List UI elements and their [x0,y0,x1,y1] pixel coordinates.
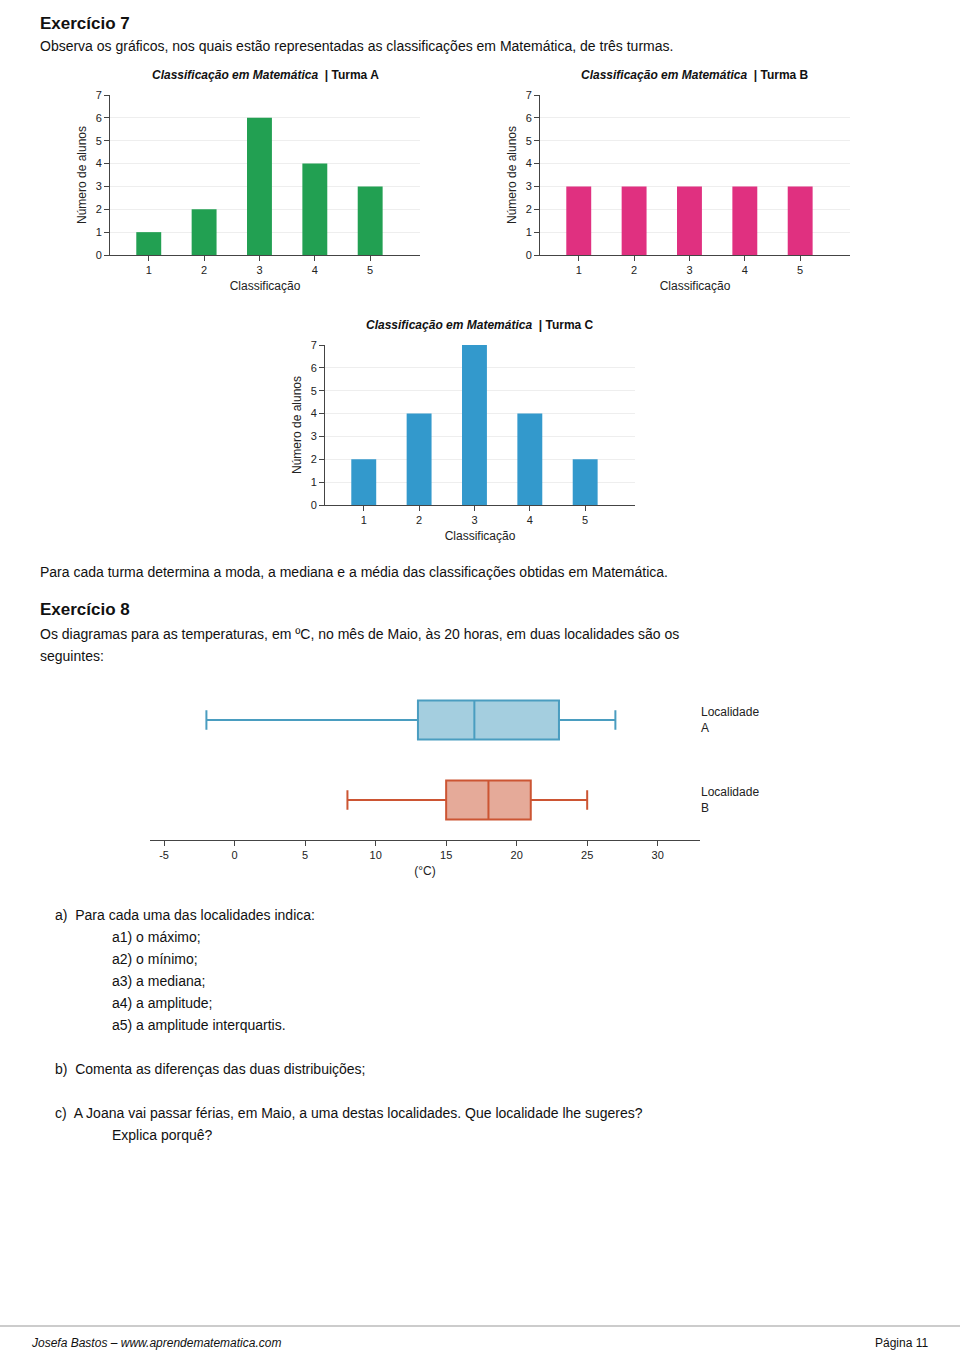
svg-text:5: 5 [96,135,102,147]
svg-text:30: 30 [652,849,664,861]
svg-text:Classificação: Classificação [445,529,516,543]
svg-text:6: 6 [96,112,102,124]
svg-text:a4) a amplitude;: a4) a amplitude; [112,995,212,1011]
svg-text:b) Comenta as diferenças das: b) Comenta as diferenças das duas distri… [55,1061,366,1077]
svg-text:4: 4 [312,264,318,276]
svg-text:LocalidadeA: LocalidadeA [701,705,759,735]
svg-text:3: 3 [96,180,102,192]
svg-text:a2) o mínimo;: a2) o mínimo; [112,951,198,967]
svg-text:5: 5 [302,849,308,861]
svg-text:a1) o máximo;: a1) o máximo; [112,929,201,945]
svg-text:0: 0 [96,249,102,261]
svg-text:a) Para cada uma das localida: a) Para cada uma das localidades indica: [55,907,315,923]
svg-text:0: 0 [311,499,317,511]
svg-text:1: 1 [311,476,317,488]
svg-text:Número de alunos: Número de alunos [290,376,304,474]
svg-text:2: 2 [631,264,637,276]
svg-text:Exercício 7: Exercício 7 [40,14,130,33]
svg-text:6: 6 [526,112,532,124]
svg-text:7: 7 [311,339,317,351]
svg-text:1: 1 [96,226,102,238]
svg-text:7: 7 [96,89,102,101]
svg-text:7: 7 [526,89,532,101]
svg-text:Página 11: Página 11 [875,1336,928,1350]
svg-text:20: 20 [511,849,523,861]
svg-text:0: 0 [232,849,238,861]
svg-text:5: 5 [582,514,588,526]
svg-text:Josefa Bastos – www.aprendemat: Josefa Bastos – www.aprendematematica.co… [31,1336,281,1350]
svg-text:6: 6 [311,362,317,374]
svg-text:2: 2 [96,203,102,215]
svg-text:Explica porquê?: Explica porquê? [112,1127,213,1143]
svg-text:LocalidadeB: LocalidadeB [701,785,759,815]
svg-text:Classificação: Classificação [230,279,301,293]
svg-text:3: 3 [526,180,532,192]
svg-text:c) A Joana vai passar férias,: c) A Joana vai passar férias, em Maio, a… [55,1105,643,1121]
svg-text:15: 15 [440,849,452,861]
svg-text:3: 3 [311,430,317,442]
svg-text:a3) a mediana;: a3) a mediana; [112,973,205,989]
svg-text:3: 3 [256,264,262,276]
svg-text:1: 1 [576,264,582,276]
svg-text:1: 1 [361,514,367,526]
svg-text:5: 5 [797,264,803,276]
svg-text:Observa os gráficos, nos quais: Observa os gráficos, nos quais estão rep… [40,38,673,54]
svg-text:2: 2 [416,514,422,526]
svg-text:5: 5 [311,385,317,397]
svg-text:5: 5 [526,135,532,147]
svg-text:Classificação em Matemática |: Classificação em Matemática | Turma A [152,68,379,82]
svg-text:2: 2 [311,453,317,465]
svg-text:4: 4 [311,407,317,419]
svg-text:4: 4 [742,264,748,276]
svg-text:Os diagramas para as temperatu: Os diagramas para as temperaturas, em ºC… [40,626,679,642]
svg-text:Classificação em Matemática |: Classificação em Matemática | Turma C [366,318,594,332]
svg-text:1: 1 [146,264,152,276]
svg-text:3: 3 [686,264,692,276]
svg-text:Número de alunos: Número de alunos [75,126,89,224]
svg-text:1: 1 [526,226,532,238]
svg-text:Classificação em Matemática |: Classificação em Matemática | Turma B [581,68,809,82]
svg-text:4: 4 [96,157,102,169]
svg-text:25: 25 [581,849,593,861]
svg-text:5: 5 [367,264,373,276]
svg-text:4: 4 [526,157,532,169]
svg-text:3: 3 [471,514,477,526]
svg-text:2: 2 [201,264,207,276]
svg-text:4: 4 [527,514,533,526]
svg-text:(°C): (°C) [414,864,435,878]
svg-text:0: 0 [526,249,532,261]
svg-text:2: 2 [526,203,532,215]
svg-text:Classificação: Classificação [660,279,731,293]
svg-text:Exercício 8: Exercício 8 [40,600,130,619]
svg-text:Número de alunos: Número de alunos [505,126,519,224]
svg-text:-5: -5 [159,849,169,861]
svg-text:seguintes:: seguintes: [40,648,104,664]
svg-text:10: 10 [370,849,382,861]
svg-text:a5) a amplitude interquartis.: a5) a amplitude interquartis. [112,1017,286,1033]
svg-text:Para cada turma determina a mo: Para cada turma determina a moda, a medi… [40,564,668,580]
